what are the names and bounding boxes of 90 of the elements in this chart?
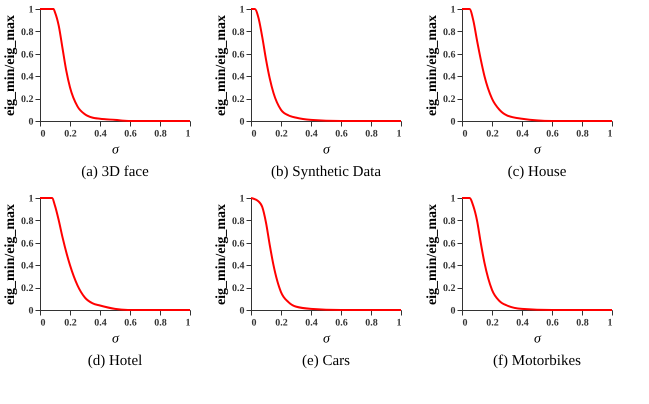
y-tick-label: 0.2 bbox=[443, 94, 456, 106]
x-tick-label: 0.4 bbox=[305, 128, 318, 140]
y-tick-label: 0 bbox=[450, 306, 456, 316]
y-tick-label: 0.4 bbox=[21, 260, 34, 272]
x-axis-title: σ bbox=[534, 332, 542, 346]
y-tick-label: 0.2 bbox=[21, 94, 34, 106]
y-tick-label: 0.8 bbox=[443, 26, 456, 38]
x-axis-title: σ bbox=[323, 332, 332, 346]
y-tick-label: 0.2 bbox=[232, 94, 244, 106]
y-axis-title: eig_min/eig_max bbox=[425, 204, 440, 306]
y-axis-title: eig_min/eig_max bbox=[214, 14, 229, 116]
x-tick-label: 0 bbox=[462, 318, 468, 328]
x-tick-label: 0.6 bbox=[546, 318, 559, 328]
y-tick-label: 0 bbox=[240, 116, 244, 128]
x-tick-label: 0.6 bbox=[335, 128, 348, 140]
y-tick-label: 0.2 bbox=[232, 283, 244, 294]
y-tick-label: 0.8 bbox=[232, 26, 244, 38]
x-tick-label: 0.6 bbox=[546, 128, 559, 140]
y-tick-label: 0.6 bbox=[232, 49, 244, 60]
x-tick-label: 1 bbox=[186, 128, 190, 140]
y-tick-label: 0 bbox=[450, 116, 456, 128]
text: (b) Synthetic Data bbox=[271, 164, 382, 180]
text: (c) House bbox=[508, 164, 567, 180]
x-axis-title: σ bbox=[112, 142, 120, 158]
text: (e) Cars bbox=[302, 353, 350, 369]
y-tick-label: 0.2 bbox=[443, 283, 456, 294]
y-tick-label: 0.8 bbox=[232, 216, 244, 227]
y-axis-title: eig_min/eig_max bbox=[3, 14, 18, 116]
y-tick-label: 1 bbox=[450, 194, 456, 204]
x-tick-label: 1 bbox=[608, 318, 612, 328]
y-tick-label: 0.4 bbox=[443, 72, 456, 83]
y-tick-label: 1 bbox=[28, 4, 34, 16]
x-tick-label: 0.4 bbox=[94, 128, 107, 140]
y-tick-label: 0 bbox=[28, 306, 34, 316]
x-tick-label: 0.6 bbox=[335, 318, 348, 328]
y-tick-label: 1 bbox=[240, 4, 244, 16]
x-tick-label: 1 bbox=[396, 128, 402, 140]
y-axis-title: eig_min/eig_max bbox=[214, 204, 229, 306]
x-tick-label: 0 bbox=[40, 128, 46, 140]
x-tick-label: 0 bbox=[252, 318, 256, 328]
x-tick-label: 0.8 bbox=[154, 318, 167, 328]
x-tick-label: 0.2 bbox=[64, 128, 77, 140]
x-tick-label: 0.8 bbox=[576, 318, 589, 328]
x-tick-label: 1 bbox=[396, 318, 402, 328]
x-tick-label: 0.8 bbox=[576, 128, 589, 140]
x-tick-label: 0.2 bbox=[275, 318, 288, 328]
y-tick-label: 0.8 bbox=[443, 216, 456, 227]
x-axis-title: σ bbox=[323, 142, 332, 158]
x-tick-label: 0.8 bbox=[365, 128, 378, 140]
text: (a) 3D face bbox=[81, 164, 150, 180]
y-tick-label: 0.6 bbox=[443, 49, 456, 60]
x-tick-label: 0.2 bbox=[275, 128, 288, 140]
x-tick-label: 0.6 bbox=[124, 318, 137, 328]
y-tick-label: 0.6 bbox=[21, 49, 34, 60]
x-tick-label: 0.2 bbox=[64, 318, 77, 328]
x-axis-title: σ bbox=[112, 332, 120, 346]
text: (d) Hotel bbox=[88, 353, 142, 369]
y-tick-label: 1 bbox=[240, 194, 244, 204]
x-tick-label: 0.6 bbox=[124, 128, 137, 140]
x-tick-label: 0 bbox=[462, 128, 468, 140]
x-tick-label: 0 bbox=[40, 318, 46, 328]
y-tick-label: 1 bbox=[450, 4, 456, 16]
y-tick-label: 0.4 bbox=[232, 72, 244, 83]
y-tick-label: 0.6 bbox=[443, 238, 456, 250]
y-axis-title: eig_min/eig_max bbox=[425, 14, 440, 116]
y-tick-label: 0.6 bbox=[21, 238, 34, 250]
x-tick-label: 1 bbox=[186, 318, 190, 328]
x-tick-label: 0.8 bbox=[154, 128, 167, 140]
y-tick-label: 0 bbox=[240, 306, 244, 316]
x-tick-label: 0.4 bbox=[305, 318, 318, 328]
text: (f) Motorbikes bbox=[493, 353, 582, 369]
y-tick-label: 1 bbox=[28, 194, 34, 204]
x-tick-label: 0.2 bbox=[486, 318, 499, 328]
y-tick-label: 0 bbox=[28, 116, 34, 128]
x-tick-label: 0 bbox=[252, 128, 256, 140]
x-tick-label: 0.2 bbox=[486, 128, 499, 140]
x-tick-label: 0.4 bbox=[94, 318, 107, 328]
y-axis-title: eig_min/eig_max bbox=[3, 204, 18, 306]
y-tick-label: 0.8 bbox=[21, 26, 34, 38]
x-tick-label: 1 bbox=[608, 128, 612, 140]
y-tick-label: 0.4 bbox=[232, 260, 244, 272]
y-tick-label: 0.4 bbox=[21, 72, 34, 83]
x-axis-title: σ bbox=[534, 142, 542, 158]
y-tick-label: 0.2 bbox=[21, 283, 34, 294]
x-tick-label: 0.4 bbox=[516, 128, 529, 140]
y-tick-label: 0.4 bbox=[443, 260, 456, 272]
y-tick-label: 0.8 bbox=[21, 216, 34, 227]
x-tick-label: 0.8 bbox=[365, 318, 378, 328]
x-tick-label: 0.4 bbox=[516, 318, 529, 328]
y-tick-label: 0.6 bbox=[232, 238, 244, 250]
